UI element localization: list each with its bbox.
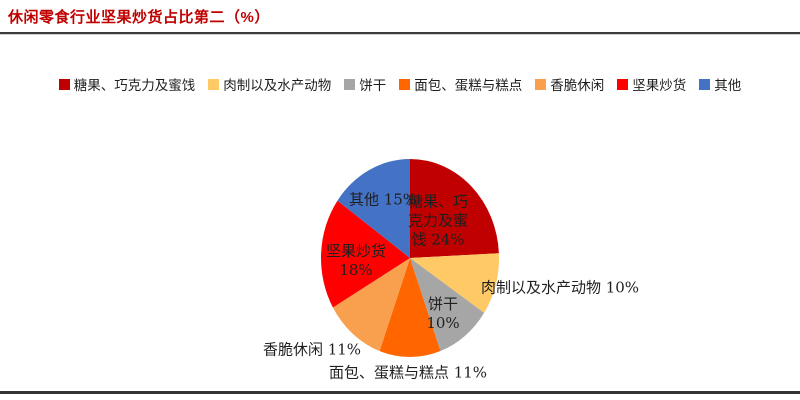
legend-label: 肉制以及水产动物: [223, 78, 332, 94]
legend-swatch-icon: [58, 78, 70, 90]
legend-item-3: 饼干: [344, 74, 386, 94]
legend-swatch-icon: [208, 78, 220, 90]
legend-label: 其他: [714, 78, 742, 94]
pie-slice-5: [332, 258, 410, 352]
legend-item-1: 糖果、巧克力及蜜饯: [58, 74, 196, 94]
legend-item-7: 其他: [699, 74, 741, 94]
title-divider: [0, 32, 800, 35]
pie-slice-6: [320, 200, 410, 308]
chart-legend: 糖果、巧克力及蜜饯 肉制以及水产动物 饼干 面包、蛋糕与糕点 香脆休闲 坚果炒货 其他: [0, 74, 800, 94]
legend-swatch-icon: [617, 78, 629, 90]
pie-label-1: 糖果、巧 克力及蜜饯 24%: [407, 192, 469, 249]
pie-slice-3: [410, 258, 485, 352]
page-title: 休闲零食行业坚果炒货占比第二（%）: [8, 9, 270, 26]
legend-item-4: 面包、蛋糕与糕点: [399, 74, 522, 94]
legend-label: 香脆休闲: [550, 78, 605, 94]
pie-label-4: 面包、蛋糕与糕点 11%: [328, 363, 488, 382]
legend-swatch-icon: [344, 78, 356, 90]
legend-swatch-icon: [399, 78, 411, 90]
pie-label-7: 其他 15%: [348, 190, 418, 209]
bottom-divider: [0, 391, 800, 394]
pie-label-5: 香脆休闲 11%: [262, 340, 362, 359]
legend-label: 饼干: [359, 78, 387, 94]
pie-label-6: 坚果炒货 18%: [325, 242, 387, 279]
legend-swatch-icon: [699, 78, 711, 90]
pie-slice-7: [337, 158, 410, 258]
legend-item-6: 坚果炒货: [617, 74, 686, 94]
legend-swatch-icon: [535, 78, 547, 90]
pie-slice-2: [410, 253, 500, 313]
pie-slice-1: [410, 159, 499, 258]
legend-label: 面包、蛋糕与糕点: [414, 78, 523, 94]
legend-label: 糖果、巧克力及蜜饯: [73, 78, 196, 94]
legend-item-2: 肉制以及水产动物: [208, 74, 331, 94]
pie-slice-4: [379, 258, 441, 358]
legend-label: 坚果炒货: [632, 78, 687, 94]
pie-label-3: 饼干 10%: [426, 295, 460, 332]
pie-label-2: 肉制以及水产动物 10%: [480, 278, 640, 297]
legend-item-5: 香脆休闲: [535, 74, 604, 94]
